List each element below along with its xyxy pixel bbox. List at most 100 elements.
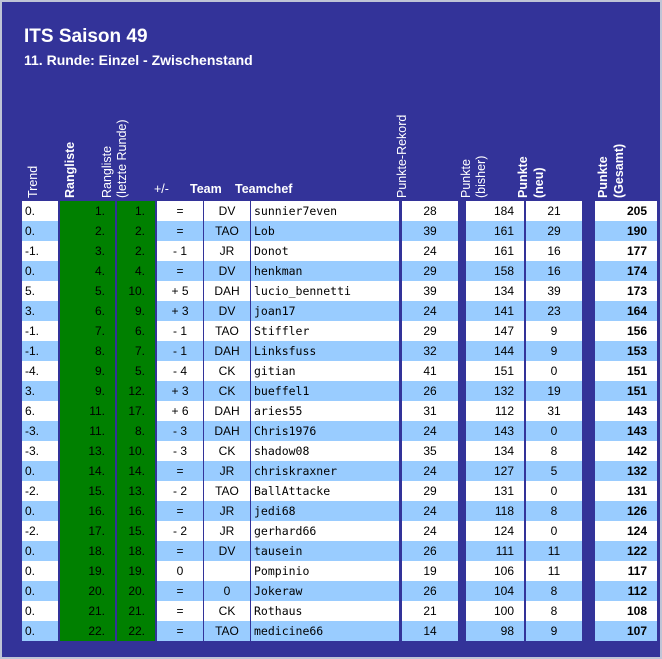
- cell-team: DAH: [204, 421, 250, 441]
- table-row: 5. 5. 10. + 5 DAH lucio_bennetti 39 134 39 173: [22, 281, 657, 301]
- cell-plusminus: =: [157, 201, 203, 221]
- header-punkte-bisher-2: (bisher): [474, 155, 488, 198]
- table-row: 3. 6. 9. + 3 DV joan17 24 141 23 164: [22, 301, 657, 321]
- cell-teamchef: Linksfuss: [251, 341, 399, 361]
- table-row: 3. 9. 12. + 3 CK bueffel1 26 132 19 151: [22, 381, 657, 401]
- cell-trend: 0.: [22, 261, 58, 281]
- cell-teamchef: sunnier7even: [251, 201, 399, 221]
- cell-last-rank: 9.: [117, 301, 155, 321]
- cell-punkte-gesamt: 131: [595, 481, 657, 501]
- cell-rank: 11.: [60, 421, 115, 441]
- cell-rank: 3.: [60, 241, 115, 261]
- cell-team: TAO: [204, 221, 250, 241]
- cell-last-rank: 5.: [117, 361, 155, 381]
- cell-last-rank: 15.: [117, 521, 155, 541]
- cell-rank: 7.: [60, 321, 115, 341]
- cell-punkte-neu: 5: [526, 461, 582, 481]
- cell-punkte-gesamt: 156: [595, 321, 657, 341]
- cell-teamchef: aries55: [251, 401, 399, 421]
- cell-punkte-gesamt: 174: [595, 261, 657, 281]
- header-rangliste: Rangliste: [63, 141, 77, 198]
- cell-punkte-rekord: 24: [402, 521, 458, 541]
- cell-trend: 3.: [22, 381, 58, 401]
- cell-punkte-gesamt: 117: [595, 561, 657, 581]
- cell-team: JR: [204, 461, 250, 481]
- table-row: 6. 11. 17. + 6 DAH aries55 31 112 31 143: [22, 401, 657, 421]
- cell-punkte-gesamt: 132: [595, 461, 657, 481]
- cell-punkte-gesamt: 126: [595, 501, 657, 521]
- cell-trend: 5.: [22, 281, 58, 301]
- cell-punkte-bisher: 147: [466, 321, 524, 341]
- cell-punkte-bisher: 134: [466, 281, 524, 301]
- cell-team: DV: [204, 201, 250, 221]
- cell-last-rank: 19.: [117, 561, 155, 581]
- cell-rank: 17.: [60, 521, 115, 541]
- cell-trend: -1.: [22, 241, 58, 261]
- cell-plusminus: =: [157, 541, 203, 561]
- cell-plusminus: - 2: [157, 521, 203, 541]
- cell-plusminus: - 4: [157, 361, 203, 381]
- cell-trend: -2.: [22, 481, 58, 501]
- table-row: 0. 1. 1. = DV sunnier7even 28 184 21 205: [22, 201, 657, 221]
- cell-teamchef: Stiffler: [251, 321, 399, 341]
- cell-rank: 16.: [60, 501, 115, 521]
- cell-punkte-rekord: 21: [402, 601, 458, 621]
- cell-punkte-bisher: 127: [466, 461, 524, 481]
- cell-trend: 0.: [22, 501, 58, 521]
- cell-team: TAO: [204, 321, 250, 341]
- cell-plusminus: + 3: [157, 301, 203, 321]
- cell-team: DV: [204, 261, 250, 281]
- cell-punkte-neu: 8: [526, 581, 582, 601]
- cell-teamchef: Lob: [251, 221, 399, 241]
- header-punkte-gesamt-2: (Gesamt): [612, 143, 626, 198]
- cell-trend: -2.: [22, 521, 58, 541]
- cell-teamchef: gitian: [251, 361, 399, 381]
- cell-punkte-neu: 39: [526, 281, 582, 301]
- cell-plusminus: - 3: [157, 421, 203, 441]
- cell-punkte-bisher: 158: [466, 261, 524, 281]
- cell-punkte-rekord: 14: [402, 621, 458, 641]
- cell-team: CK: [204, 381, 250, 401]
- cell-rank: 5.: [60, 281, 115, 301]
- header-rangliste-letzte-1: Rangliste: [100, 145, 114, 198]
- cell-team: JR: [204, 241, 250, 261]
- cell-rank: 20.: [60, 581, 115, 601]
- table-row: -1. 8. 7. - 1 DAH Linksfuss 32 144 9 153: [22, 341, 657, 361]
- cell-punkte-rekord: 24: [402, 241, 458, 261]
- cell-punkte-neu: 31: [526, 401, 582, 421]
- cell-teamchef: gerhard66: [251, 521, 399, 541]
- cell-team: JR: [204, 521, 250, 541]
- cell-punkte-neu: 11: [526, 561, 582, 581]
- cell-rank: 15.: [60, 481, 115, 501]
- cell-punkte-gesamt: 173: [595, 281, 657, 301]
- cell-trend: -3.: [22, 441, 58, 461]
- header-team: Team: [190, 182, 222, 196]
- cell-last-rank: 18.: [117, 541, 155, 561]
- cell-last-rank: 10.: [117, 281, 155, 301]
- cell-plusminus: - 2: [157, 481, 203, 501]
- cell-punkte-rekord: 24: [402, 461, 458, 481]
- cell-last-rank: 4.: [117, 261, 155, 281]
- cell-punkte-gesamt: 151: [595, 381, 657, 401]
- cell-punkte-bisher: 184: [466, 201, 524, 221]
- cell-trend: 0.: [22, 601, 58, 621]
- table-row: -3. 11. 8. - 3 DAH Chris1976 24 143 0 143: [22, 421, 657, 441]
- cell-punkte-neu: 19: [526, 381, 582, 401]
- cell-teamchef: lucio_bennetti: [251, 281, 399, 301]
- table-row: 0. 16. 16. = JR jedi68 24 118 8 126: [22, 501, 657, 521]
- cell-last-rank: 16.: [117, 501, 155, 521]
- cell-punkte-bisher: 141: [466, 301, 524, 321]
- table-row: -1. 7. 6. - 1 TAO Stiffler 29 147 9 156: [22, 321, 657, 341]
- cell-punkte-gesamt: 112: [595, 581, 657, 601]
- cell-punkte-neu: 9: [526, 321, 582, 341]
- table-row: 0. 2. 2. = TAO Lob 39 161 29 190: [22, 221, 657, 241]
- header-punkte-bisher-1: Punkte: [459, 159, 473, 198]
- cell-punkte-neu: 8: [526, 501, 582, 521]
- cell-punkte-neu: 0: [526, 481, 582, 501]
- cell-last-rank: 2.: [117, 221, 155, 241]
- cell-punkte-neu: 8: [526, 441, 582, 461]
- cell-punkte-rekord: 31: [402, 401, 458, 421]
- cell-trend: 0.: [22, 561, 58, 581]
- cell-punkte-bisher: 100: [466, 601, 524, 621]
- header-rangliste-letzte-2: (letzte Runde): [115, 119, 129, 198]
